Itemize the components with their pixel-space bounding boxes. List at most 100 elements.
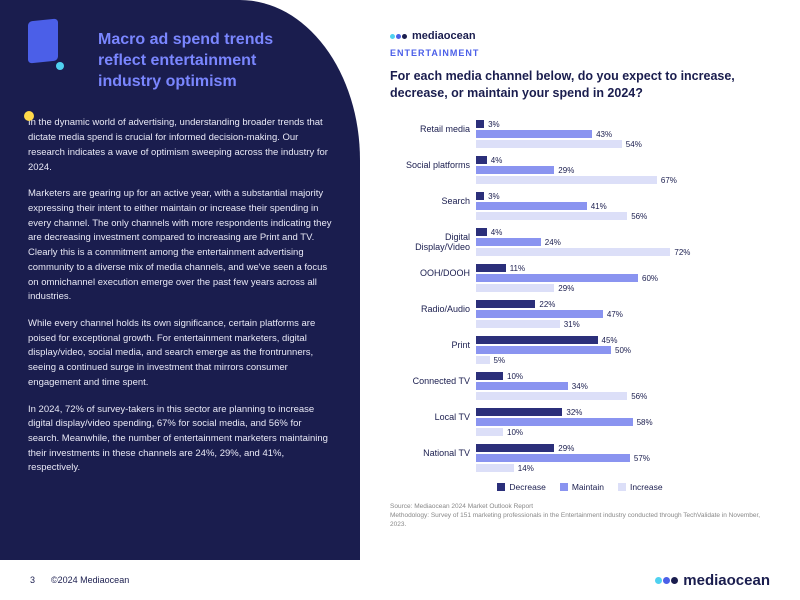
row-bars: 22% 47% 31% bbox=[476, 300, 770, 330]
bar-value: 50% bbox=[615, 346, 631, 355]
chart-legend: Decrease Maintain Increase bbox=[390, 482, 770, 492]
decor-dot-yellow bbox=[24, 111, 34, 121]
bar-value: 3% bbox=[488, 192, 500, 201]
brand-dots-icon bbox=[390, 34, 408, 39]
row-bars: 45%50% 5% bbox=[476, 336, 770, 366]
bar-value: 11% bbox=[510, 264, 525, 273]
row-label: Connected TV bbox=[390, 372, 476, 386]
bar-maintain bbox=[476, 346, 611, 354]
bar-value: 56% bbox=[631, 212, 647, 221]
bar-increase bbox=[476, 392, 627, 400]
chart-row: Connected TV 10% 34% 56% bbox=[390, 372, 770, 402]
page-footer: 3 ©2024 Mediaocean mediaocean bbox=[0, 560, 800, 600]
bar-value: 43% bbox=[596, 130, 612, 139]
brand-dots-icon bbox=[655, 577, 679, 584]
body-copy: In the dynamic world of advertising, und… bbox=[28, 116, 332, 476]
bar-increase bbox=[476, 356, 490, 364]
bar-decrease bbox=[476, 192, 484, 200]
bar-value: 4% bbox=[491, 228, 503, 237]
chart-row: OOH/DOOH 11% 60% 29% bbox=[390, 264, 770, 294]
row-bars: 10% 34% 56% bbox=[476, 372, 770, 402]
bar-value: 5% bbox=[494, 356, 506, 365]
row-bars: 3%43%54% bbox=[476, 120, 770, 150]
bar-value: 31% bbox=[564, 320, 580, 329]
row-bars: 29%57%14% bbox=[476, 444, 770, 474]
bar-value: 14% bbox=[518, 464, 534, 473]
bar-maintain bbox=[476, 418, 633, 426]
section-heading: Macro ad spend trends reflect entertainm… bbox=[98, 30, 298, 92]
row-label: Digital Display/Video bbox=[390, 228, 476, 252]
bar-chart: Retail media 3% 43% 54% Social platforms 4% 29… bbox=[390, 120, 770, 474]
bar-value: 45% bbox=[602, 336, 618, 345]
chart-subtitle: ENTERTAINMENT bbox=[390, 48, 770, 58]
bar-decrease bbox=[476, 300, 535, 308]
bar-decrease bbox=[476, 120, 484, 128]
bar-maintain bbox=[476, 382, 568, 390]
source-line: Methodology: Survey of 151 marketing pro… bbox=[390, 511, 770, 529]
decor-dot-blue bbox=[56, 62, 64, 70]
chart-row: Retail media3%43%54% bbox=[390, 120, 770, 150]
bar-value: 10% bbox=[507, 428, 523, 437]
bar-value: 29% bbox=[558, 166, 574, 175]
bar-maintain bbox=[476, 130, 592, 138]
bar-value: 67% bbox=[661, 176, 677, 185]
chart-row: Digital Display/Video4%24%72% bbox=[390, 228, 770, 258]
bar-increase bbox=[476, 320, 560, 328]
row-label: Retail media bbox=[390, 120, 476, 134]
row-label: Social platforms bbox=[390, 156, 476, 170]
bar-maintain bbox=[476, 454, 630, 462]
bar-value: 22% bbox=[539, 300, 555, 309]
bar-value: 54% bbox=[626, 140, 642, 149]
bar-maintain bbox=[476, 238, 541, 246]
row-label: Local TV bbox=[390, 408, 476, 422]
row-label: Radio/Audio bbox=[390, 300, 476, 314]
bar-decrease bbox=[476, 264, 506, 272]
bar-value: 4% bbox=[491, 156, 503, 165]
row-label: National TV bbox=[390, 444, 476, 458]
bar-value: 34% bbox=[572, 382, 588, 391]
bar-increase bbox=[476, 212, 627, 220]
chart-row: Print 45%50% 5% bbox=[390, 336, 770, 366]
brand-logo-small: mediaocean bbox=[390, 30, 770, 42]
bar-value: 72% bbox=[674, 248, 690, 257]
row-label: Print bbox=[390, 336, 476, 350]
paragraph: In the dynamic world of advertising, und… bbox=[28, 116, 332, 175]
bar-value: 32% bbox=[566, 408, 582, 417]
bar-increase bbox=[476, 464, 514, 472]
bar-value: 29% bbox=[558, 444, 574, 453]
legend-maintain: Maintain bbox=[560, 482, 604, 492]
chart-title: For each media channel below, do you exp… bbox=[390, 68, 770, 102]
bar-value: 47% bbox=[607, 310, 623, 319]
legend-increase: Increase bbox=[618, 482, 663, 492]
bar-decrease bbox=[476, 156, 487, 164]
brand-logo-footer: mediaocean bbox=[655, 572, 770, 589]
bar-decrease bbox=[476, 228, 487, 236]
bar-increase bbox=[476, 140, 622, 148]
brand-name: mediaocean bbox=[683, 572, 770, 589]
row-label: Search bbox=[390, 192, 476, 206]
chart-source: Source: Mediaocean 2024 Market Outlook R… bbox=[390, 502, 770, 529]
bar-increase bbox=[476, 284, 554, 292]
bar-value: 10% bbox=[507, 372, 523, 381]
bar-value: 60% bbox=[642, 274, 658, 283]
bar-value: 29% bbox=[558, 284, 574, 293]
copyright: ©2024 Mediaocean bbox=[51, 575, 129, 585]
bar-increase bbox=[476, 176, 657, 184]
row-bars: 4% 29% 67% bbox=[476, 156, 770, 186]
paragraph: In 2024, 72% of survey-takers in this se… bbox=[28, 403, 332, 477]
row-bars: 4%24%72% bbox=[476, 228, 770, 258]
legend-decrease: Decrease bbox=[497, 482, 545, 492]
bar-decrease bbox=[476, 408, 562, 416]
bar-maintain bbox=[476, 310, 603, 318]
bar-value: 56% bbox=[631, 392, 647, 401]
brand-name: mediaocean bbox=[412, 30, 476, 42]
chart-row: Social platforms 4% 29% 67% bbox=[390, 156, 770, 186]
chart-row: Local TV32%58%10% bbox=[390, 408, 770, 438]
source-line: Source: Mediaocean 2024 Market Outlook R… bbox=[390, 502, 770, 511]
page: Macro ad spend trends reflect entertainm… bbox=[0, 0, 800, 600]
bar-increase bbox=[476, 248, 670, 256]
chart-row: National TV29%57%14% bbox=[390, 444, 770, 474]
bar-value: 41% bbox=[591, 202, 607, 211]
row-label: OOH/DOOH bbox=[390, 264, 476, 278]
row-bars: 11% 60% 29% bbox=[476, 264, 770, 294]
